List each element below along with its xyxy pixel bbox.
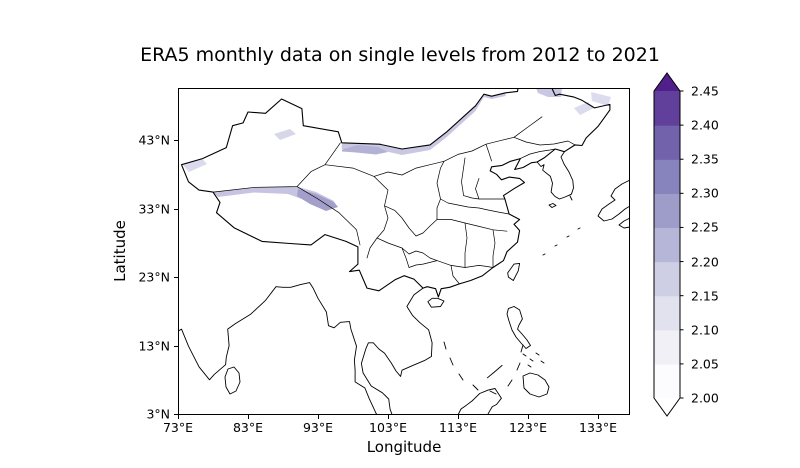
shaded-region-tianshan (274, 129, 296, 140)
x-tick-label: 113°E (438, 420, 478, 435)
y-tick-mark (174, 345, 178, 347)
y-tick-label: 33°N (138, 201, 170, 216)
y-tick-label: 43°N (138, 132, 170, 148)
x-tick-label: 83°E (232, 420, 264, 435)
y-tick-label: 3°N (146, 406, 170, 422)
colorbar-tick-label: 2.05 (691, 356, 719, 372)
map-plot-area (178, 88, 630, 415)
x-tick-label: 123°E (508, 420, 548, 435)
shaded-region-west-tip (183, 158, 207, 172)
x-tick-mark (458, 415, 459, 419)
colorbar-segment (654, 125, 680, 160)
x-tick-label: 133°E (578, 420, 618, 435)
y-tick-mark (174, 277, 178, 278)
x-tick-label: 93°E (302, 420, 334, 435)
colorbar-segment (654, 91, 680, 126)
x-tick-mark (318, 415, 319, 419)
boundary-lines (178, 88, 630, 415)
colorbar: 2.00 2.05 2.10 2.15 2.20 2.25 2.30 2.35 2.40 2.45 (653, 72, 743, 422)
china-border-path (180, 88, 611, 298)
colorbar-tick-label: 2.00 (691, 390, 719, 406)
x-tick-mark (528, 415, 529, 419)
x-tick-mark (178, 415, 179, 419)
colorbar-segment (654, 295, 680, 331)
shaded-region-top-right (591, 92, 611, 106)
colorbar-tick-label: 2.25 (691, 219, 719, 235)
colorbar-tick-label: 2.45 (691, 83, 719, 99)
shaded-contour-regions (183, 88, 611, 211)
x-tick-mark (248, 415, 249, 419)
colorbar-segment (654, 363, 680, 399)
y-tick-label: 23°N (138, 269, 170, 285)
colorbar-segment (654, 227, 680, 263)
y-tick-mark (174, 140, 178, 141)
shaded-region-northeast-patch (574, 102, 594, 115)
colorbar-tick-label: 2.10 (691, 322, 719, 338)
y-tick-mark (174, 414, 178, 415)
colorbar-tick-label: 2.35 (691, 151, 719, 167)
y-tick-label: 13°N (138, 338, 170, 353)
colorbar-tick-label: 2.40 (691, 117, 719, 133)
x-tick-mark (388, 415, 389, 419)
coastlines-path (178, 151, 630, 415)
colorbar-segment (654, 329, 680, 365)
colorbar-segment (654, 193, 680, 229)
colorbar-tick-label: 2.20 (691, 254, 719, 270)
colorbar-segment (654, 159, 680, 194)
colorbar-segment (654, 261, 680, 297)
shaded-region-northeast-top (536, 88, 562, 97)
nine-dash-line-path (443, 341, 524, 395)
y-tick-mark (174, 208, 178, 210)
colorbar-under-arrow (654, 398, 680, 416)
shaded-region-north-border-dark (342, 145, 388, 155)
chart-title: ERA5 monthly data on single levels from … (140, 44, 660, 66)
axes-frame (178, 88, 630, 415)
colorbar-tick-label: 2.15 (691, 288, 719, 304)
x-tick-label: 103°E (368, 420, 408, 435)
x-tick-mark (598, 415, 599, 419)
colorbar-over-arrow (654, 73, 680, 91)
x-tick-label: 73°E (162, 420, 194, 435)
x-axis-label: Longitude (366, 438, 442, 456)
colorbar-bar (653, 72, 684, 417)
province-borders-path (212, 116, 576, 285)
colorbar-tick-label: 2.30 (691, 185, 719, 201)
